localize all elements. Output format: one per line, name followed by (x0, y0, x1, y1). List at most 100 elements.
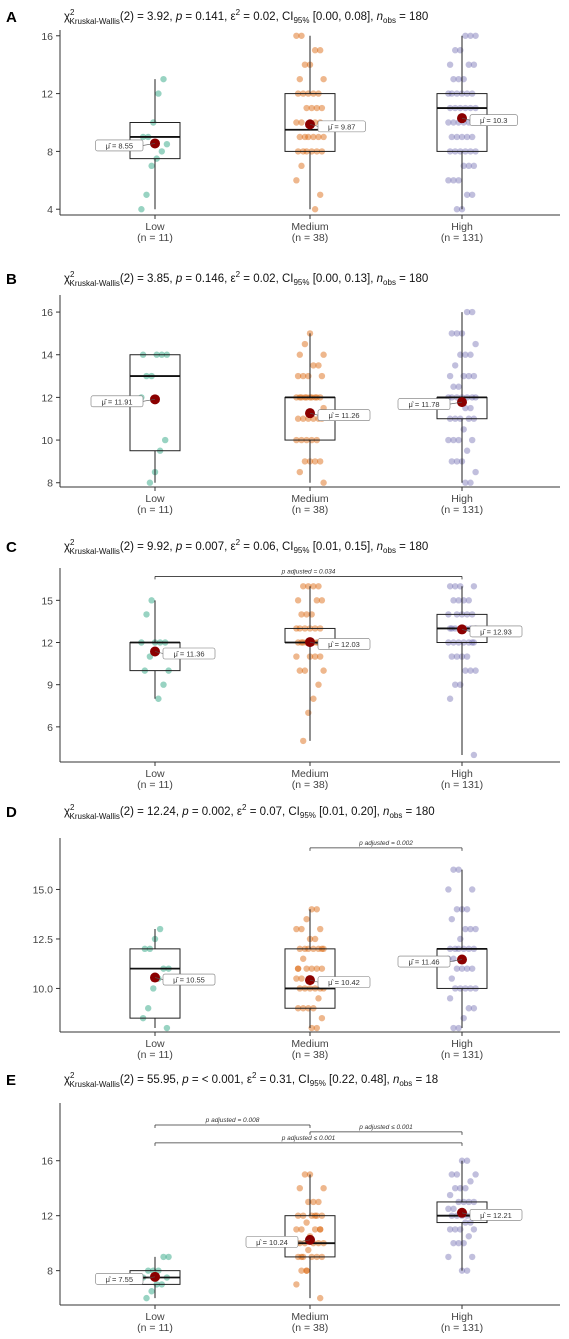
comparison-bracket: p adjusted = 0.034 (154, 568, 463, 580)
x-tick-label: High (451, 768, 473, 780)
data-point (294, 597, 302, 604)
data-point (160, 1253, 167, 1261)
x-tick-label: Low (145, 493, 165, 505)
data-point (298, 1267, 305, 1274)
x-tick-label: Medium (291, 1311, 329, 1323)
data-point (160, 75, 167, 83)
comparison-bracket: p adjusted ≤ 0.001 (154, 1135, 463, 1146)
mean-label-leader (142, 399, 156, 402)
y-tick-label: 8 (47, 146, 53, 158)
group-high: μ̂ = 11.46 (397, 866, 488, 1032)
y-tick-label: 12 (41, 89, 53, 101)
data-point (311, 206, 319, 213)
data-point (445, 1205, 452, 1213)
mean-label-box (95, 139, 144, 152)
data-point (313, 104, 320, 112)
data-point (315, 995, 322, 1002)
data-point (453, 1171, 461, 1178)
mean-label: μ̂ = 10.42 (328, 978, 360, 987)
data-point (148, 162, 155, 170)
data-point (467, 404, 474, 412)
data-point (320, 479, 327, 486)
data-point (446, 372, 454, 380)
mean-label-leader (309, 412, 319, 416)
x-tick-label: Low (145, 768, 165, 780)
data-point (453, 965, 461, 972)
data-point (457, 1226, 464, 1233)
data-point (298, 925, 305, 933)
data-point (470, 583, 478, 590)
data-point (155, 695, 162, 702)
data-point (452, 362, 459, 369)
data-point (315, 681, 322, 688)
group-high: μ̂ = 12.21 (436, 1157, 523, 1274)
x-n-label: (n = 38) (292, 232, 328, 244)
data-point (294, 965, 302, 972)
data-point (318, 1014, 326, 1022)
data-point (313, 965, 320, 972)
data-point (313, 906, 320, 913)
data-point (450, 1239, 457, 1247)
mean-label: μ̂ = 12.21 (480, 1211, 512, 1220)
data-point (453, 133, 461, 141)
data-point (317, 1226, 324, 1233)
data-point (463, 1157, 471, 1164)
panel-letter: C (6, 539, 17, 556)
group-medium: μ̂ = 10.42 (284, 906, 371, 1032)
mean-label-leader (297, 1239, 311, 1243)
data-point (462, 667, 469, 674)
data-point (298, 975, 305, 982)
data-point (155, 90, 162, 97)
data-point (160, 681, 167, 688)
data-point (455, 1239, 462, 1247)
data-point (303, 1219, 310, 1226)
comparison-label: p adjusted ≤ 0.001 (281, 1135, 336, 1142)
mean-label-leader (461, 629, 471, 632)
data-point (138, 206, 145, 213)
data-point (448, 653, 455, 660)
panel-letter: D (6, 804, 17, 821)
group-low: μ̂ = 8.55 (95, 75, 181, 213)
data-point (311, 653, 319, 660)
data-point (301, 340, 309, 348)
data-point (320, 133, 327, 141)
x-n-label: (n = 11) (137, 1049, 173, 1061)
data-point (448, 915, 455, 923)
data-point (446, 1226, 454, 1233)
x-n-label: (n = 131) (441, 1049, 483, 1061)
data-point (472, 468, 479, 476)
data-point (315, 1198, 322, 1206)
data-point (320, 1184, 327, 1192)
data-point (320, 351, 327, 358)
data-point (470, 162, 478, 170)
data-point (296, 468, 303, 476)
data-point (293, 32, 300, 39)
data-point (450, 1205, 457, 1213)
data-point (303, 611, 310, 618)
group-low: μ̂ = 10.55 (129, 925, 216, 1032)
x-n-label: (n = 11) (137, 504, 173, 516)
data-point (303, 104, 310, 112)
data-point (462, 925, 469, 933)
data-point (294, 372, 302, 380)
data-point (310, 362, 317, 369)
data-point (455, 597, 462, 604)
mean-label-box (90, 395, 144, 408)
data-point (469, 965, 476, 972)
data-point (450, 119, 457, 126)
y-tick-label: 8 (47, 1266, 53, 1278)
data-point (463, 308, 471, 316)
data-point (463, 965, 471, 972)
data-point (300, 372, 307, 380)
data-point (156, 925, 164, 933)
data-point (472, 32, 479, 39)
data-point (457, 681, 464, 688)
x-tick-label: Medium (291, 1038, 329, 1050)
data-point (453, 653, 461, 660)
mean-label-leader (142, 1276, 156, 1280)
y-tick-label: 10.0 (33, 983, 54, 995)
data-point (293, 119, 300, 126)
mean-label-leader (142, 143, 156, 146)
data-point (450, 1024, 457, 1032)
